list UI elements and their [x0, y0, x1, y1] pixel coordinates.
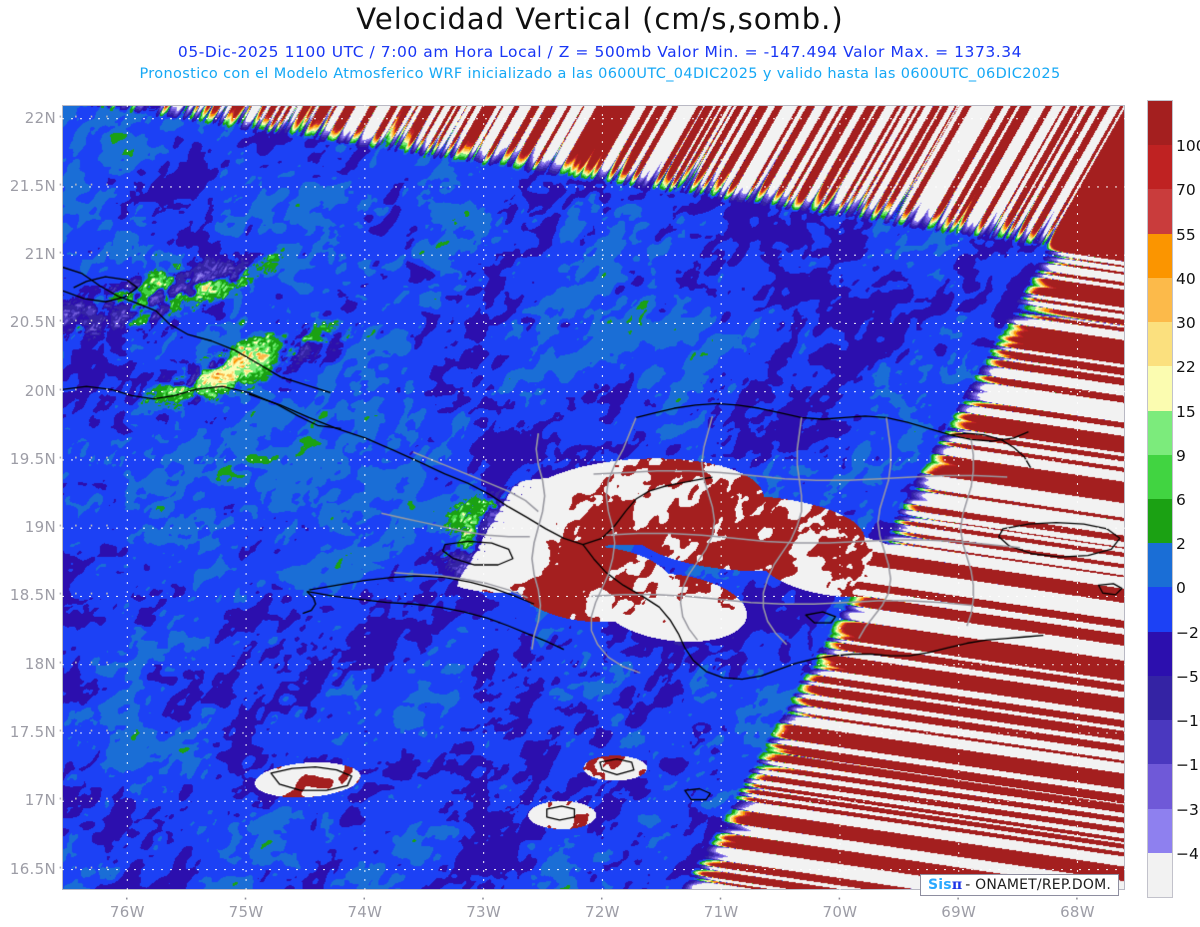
page-title: Velocidad Vertical (cm/s,somb.) — [356, 2, 844, 36]
x-tick-mark: · — [718, 890, 724, 908]
colorbar-tick-label: 30 — [1176, 314, 1196, 333]
y-tick-dots: · · · · — [58, 790, 113, 809]
colorbar-tick-labels: 100 70 55 40 30 22 15 9 6 2 0 −2 −5 −10 −18 −30 −45 — [1176, 100, 1200, 898]
colorbar-tick-label: 2 — [1176, 535, 1186, 554]
colorbar-band — [1148, 233, 1172, 278]
colorbar-tick-label: −30 — [1176, 800, 1200, 819]
x-tick-label: 68W — [1060, 903, 1095, 921]
colorbar-tick-label: 6 — [1176, 491, 1186, 509]
y-tick-label: 18.5N — [9, 586, 56, 605]
y-tick-dots: · · · · — [58, 653, 113, 672]
colorbar-tick-label: −5 — [1176, 667, 1199, 686]
colorbar-band — [1148, 366, 1172, 411]
colorbar-tick-label: 55 — [1176, 225, 1196, 244]
colorbar-band — [1148, 410, 1172, 455]
colorbar-band — [1148, 808, 1172, 853]
y-tick-label: 21.5N — [9, 176, 56, 195]
y-tick-dots: · · · · — [58, 858, 113, 877]
y-tick-dots: · · · · — [58, 448, 113, 467]
x-tick-mark: · — [1074, 890, 1080, 908]
vertical-velocity-field — [62, 105, 1125, 890]
colorbar-band — [1148, 145, 1172, 190]
y-tick-dots: · · · · — [58, 585, 113, 604]
y-tick-dots: · · · · — [58, 312, 113, 331]
colorbar-band — [1148, 852, 1172, 897]
y-tick-label: 18N — [24, 654, 56, 673]
colorbar-tick-label: 22 — [1176, 358, 1196, 377]
colorbar-tick-label: 70 — [1176, 181, 1196, 200]
x-tick-label: 70W — [822, 903, 858, 921]
x-tick-mark: · — [480, 890, 486, 908]
colorbar-tick-label: 100 — [1176, 137, 1200, 156]
x-tick-mark: · — [243, 890, 249, 908]
y-tick-label: 16.5N — [9, 859, 56, 878]
y-tick-label: 22N — [24, 108, 56, 127]
x-tick-label: 76W — [109, 903, 145, 921]
colorbar-band — [1148, 189, 1172, 234]
subtitle-line-2: Pronostico con el Modelo Atmosferico WRF… — [139, 66, 1061, 82]
y-tick-dots: · · · · — [58, 380, 113, 399]
colorbar-tick-label: 0 — [1176, 579, 1186, 598]
title-block: Velocidad Vertical (cm/s,somb.) 05-Dic-2… — [0, 0, 1200, 92]
y-tick-dots: · · · · — [58, 722, 113, 740]
x-tick-label: 75W — [228, 903, 264, 921]
x-tick-label: 71W — [703, 903, 739, 921]
colorbar-band — [1148, 764, 1172, 809]
y-tick-label: 20N — [24, 381, 56, 400]
x-tick-label: 74W — [347, 903, 383, 921]
y-tick-dots: · · · · — [58, 517, 113, 536]
colorbar-band — [1148, 322, 1172, 367]
x-tick-mark: · — [124, 890, 130, 908]
colorbar-band — [1148, 543, 1172, 588]
x-tick-mark: · — [836, 890, 843, 908]
colorbar-tick-label: −45 — [1176, 844, 1200, 863]
y-tick-label: 17.5N — [9, 723, 56, 741]
colorbar-band — [1148, 587, 1172, 632]
colorbar-tick-label: −18 — [1176, 756, 1200, 775]
x-tick-label: 73W — [466, 903, 502, 921]
x-tick-mark: · — [361, 890, 367, 908]
y-tick-dots: · · · · — [58, 107, 113, 126]
colorbar-tick-label: 40 — [1176, 269, 1196, 288]
brand-name: Sis — [928, 877, 952, 893]
y-tick-label: 19.5N — [9, 449, 56, 468]
colorbar-band — [1148, 454, 1172, 499]
colorbar-tick-label: −2 — [1176, 623, 1199, 642]
x-tick-label: 69W — [941, 903, 977, 921]
agency-name: - ONAMET/REP.DOM. — [965, 877, 1112, 893]
colorbar-tick-label: −10 — [1176, 712, 1200, 731]
colorbar-band — [1148, 101, 1172, 146]
colorbar-band — [1148, 675, 1172, 721]
y-tick-dots: · · · · — [58, 244, 113, 263]
y-tick-label: 20.5N — [9, 313, 56, 332]
y-tick-dots: · · · · — [58, 175, 113, 194]
y-tick-label: 19N — [24, 518, 56, 537]
attribution-badge: Sis π - ONAMET/REP.DOM. — [920, 874, 1120, 896]
y-tick-label: 21N — [24, 245, 56, 264]
colorbar-band — [1148, 631, 1172, 676]
x-tick-label: 72W — [584, 903, 620, 921]
x-tick-mark: · — [955, 890, 961, 908]
colorbar-band — [1148, 720, 1172, 765]
colorbar-tick-label: 9 — [1176, 446, 1186, 465]
colorbar[interactable] — [1147, 100, 1173, 898]
brand-symbol-icon: π — [951, 877, 963, 893]
colorbar-band — [1148, 277, 1172, 323]
colorbar-tick-label: 15 — [1176, 402, 1196, 421]
map-plot-area[interactable] — [62, 105, 1125, 890]
x-tick-mark: · — [599, 890, 605, 908]
y-tick-label: 17N — [24, 791, 56, 810]
colorbar-band — [1148, 498, 1172, 544]
subtitle-line-1: 05-Dic-2025 1100 UTC / 7:00 am Hora Loca… — [177, 43, 1023, 61]
